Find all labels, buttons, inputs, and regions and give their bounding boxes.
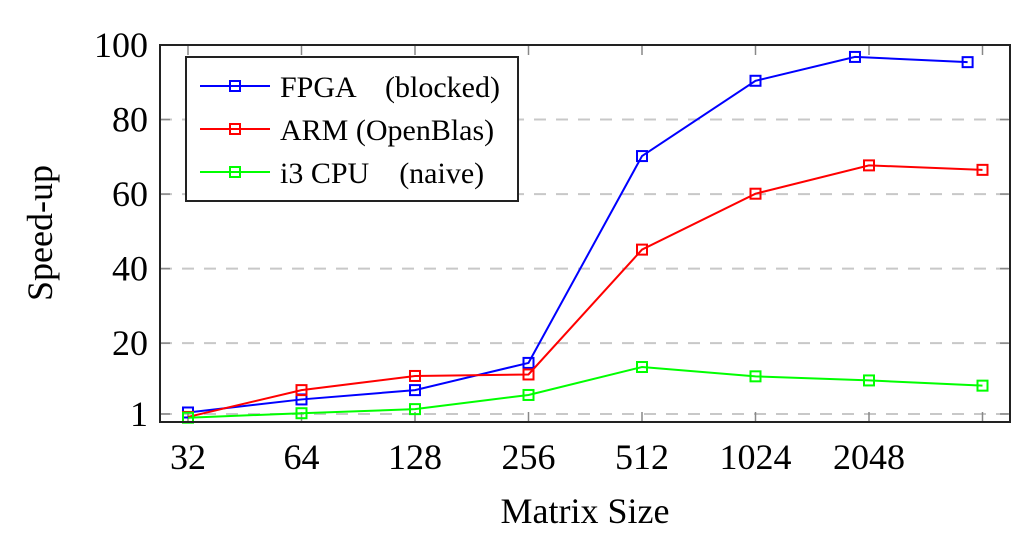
x-tick-label: 2048 [833,437,905,477]
data-point-marker [295,407,308,420]
data-point-marker [976,379,989,392]
y-tick-label: 60 [112,174,148,214]
x-tick-label: 1024 [720,437,792,477]
series-line [187,55,968,414]
data-point-marker [636,361,648,374]
tick-labels: 1 20 40 60 80 100 32 64 128 256 512 1024 2048 [94,25,905,477]
legend-marker [229,166,241,178]
data-point-marker [636,150,648,163]
data-point-marker [848,50,861,63]
data-point-marker [863,374,875,387]
series-0 [182,50,974,419]
data-point-marker [522,388,535,401]
data-point-marker [749,370,762,383]
x-tick-label: 32 [170,437,206,477]
data-point-marker [749,74,762,87]
legend: FPGA (blocked) ARM (OpenBlas) i3 CPU (naiv… [185,56,519,202]
x-tick-label: 128 [388,437,442,477]
series-2 [182,361,989,424]
y-tick-label: 100 [94,25,148,65]
data-point-marker [409,369,421,382]
data-point-marker [409,384,421,397]
y-tick-label: 1 [130,394,148,434]
legend-label: i3 CPU (naive) [280,157,484,190]
series-line [187,366,983,419]
legend-marker [229,123,241,135]
legend-label: FPGA (blocked) [280,71,500,104]
x-tick-label: 256 [502,437,556,477]
legend-label: ARM (OpenBlas) [280,114,494,147]
y-tick-label: 80 [112,100,148,140]
x-tick-label: 64 [284,437,320,477]
legend-marker [229,80,241,92]
series-line [187,164,983,418]
data-point-marker [749,187,762,200]
x-axis-label: Matrix Size [501,491,670,531]
data-point-marker [295,384,308,397]
data-point-marker [961,56,974,69]
y-axis-label: Speed-up [20,165,60,301]
data-point-marker [976,163,989,176]
data-point-marker [636,243,648,256]
data-point-marker [409,403,421,416]
x-tick-label: 512 [615,437,669,477]
y-tick-label: 20 [112,323,148,363]
data-point-marker [522,368,535,381]
plot-frame [159,44,1011,423]
data-point-marker [522,356,535,369]
y-tick-label: 40 [112,249,148,289]
data-point-marker [863,159,875,172]
series-group [182,50,989,424]
